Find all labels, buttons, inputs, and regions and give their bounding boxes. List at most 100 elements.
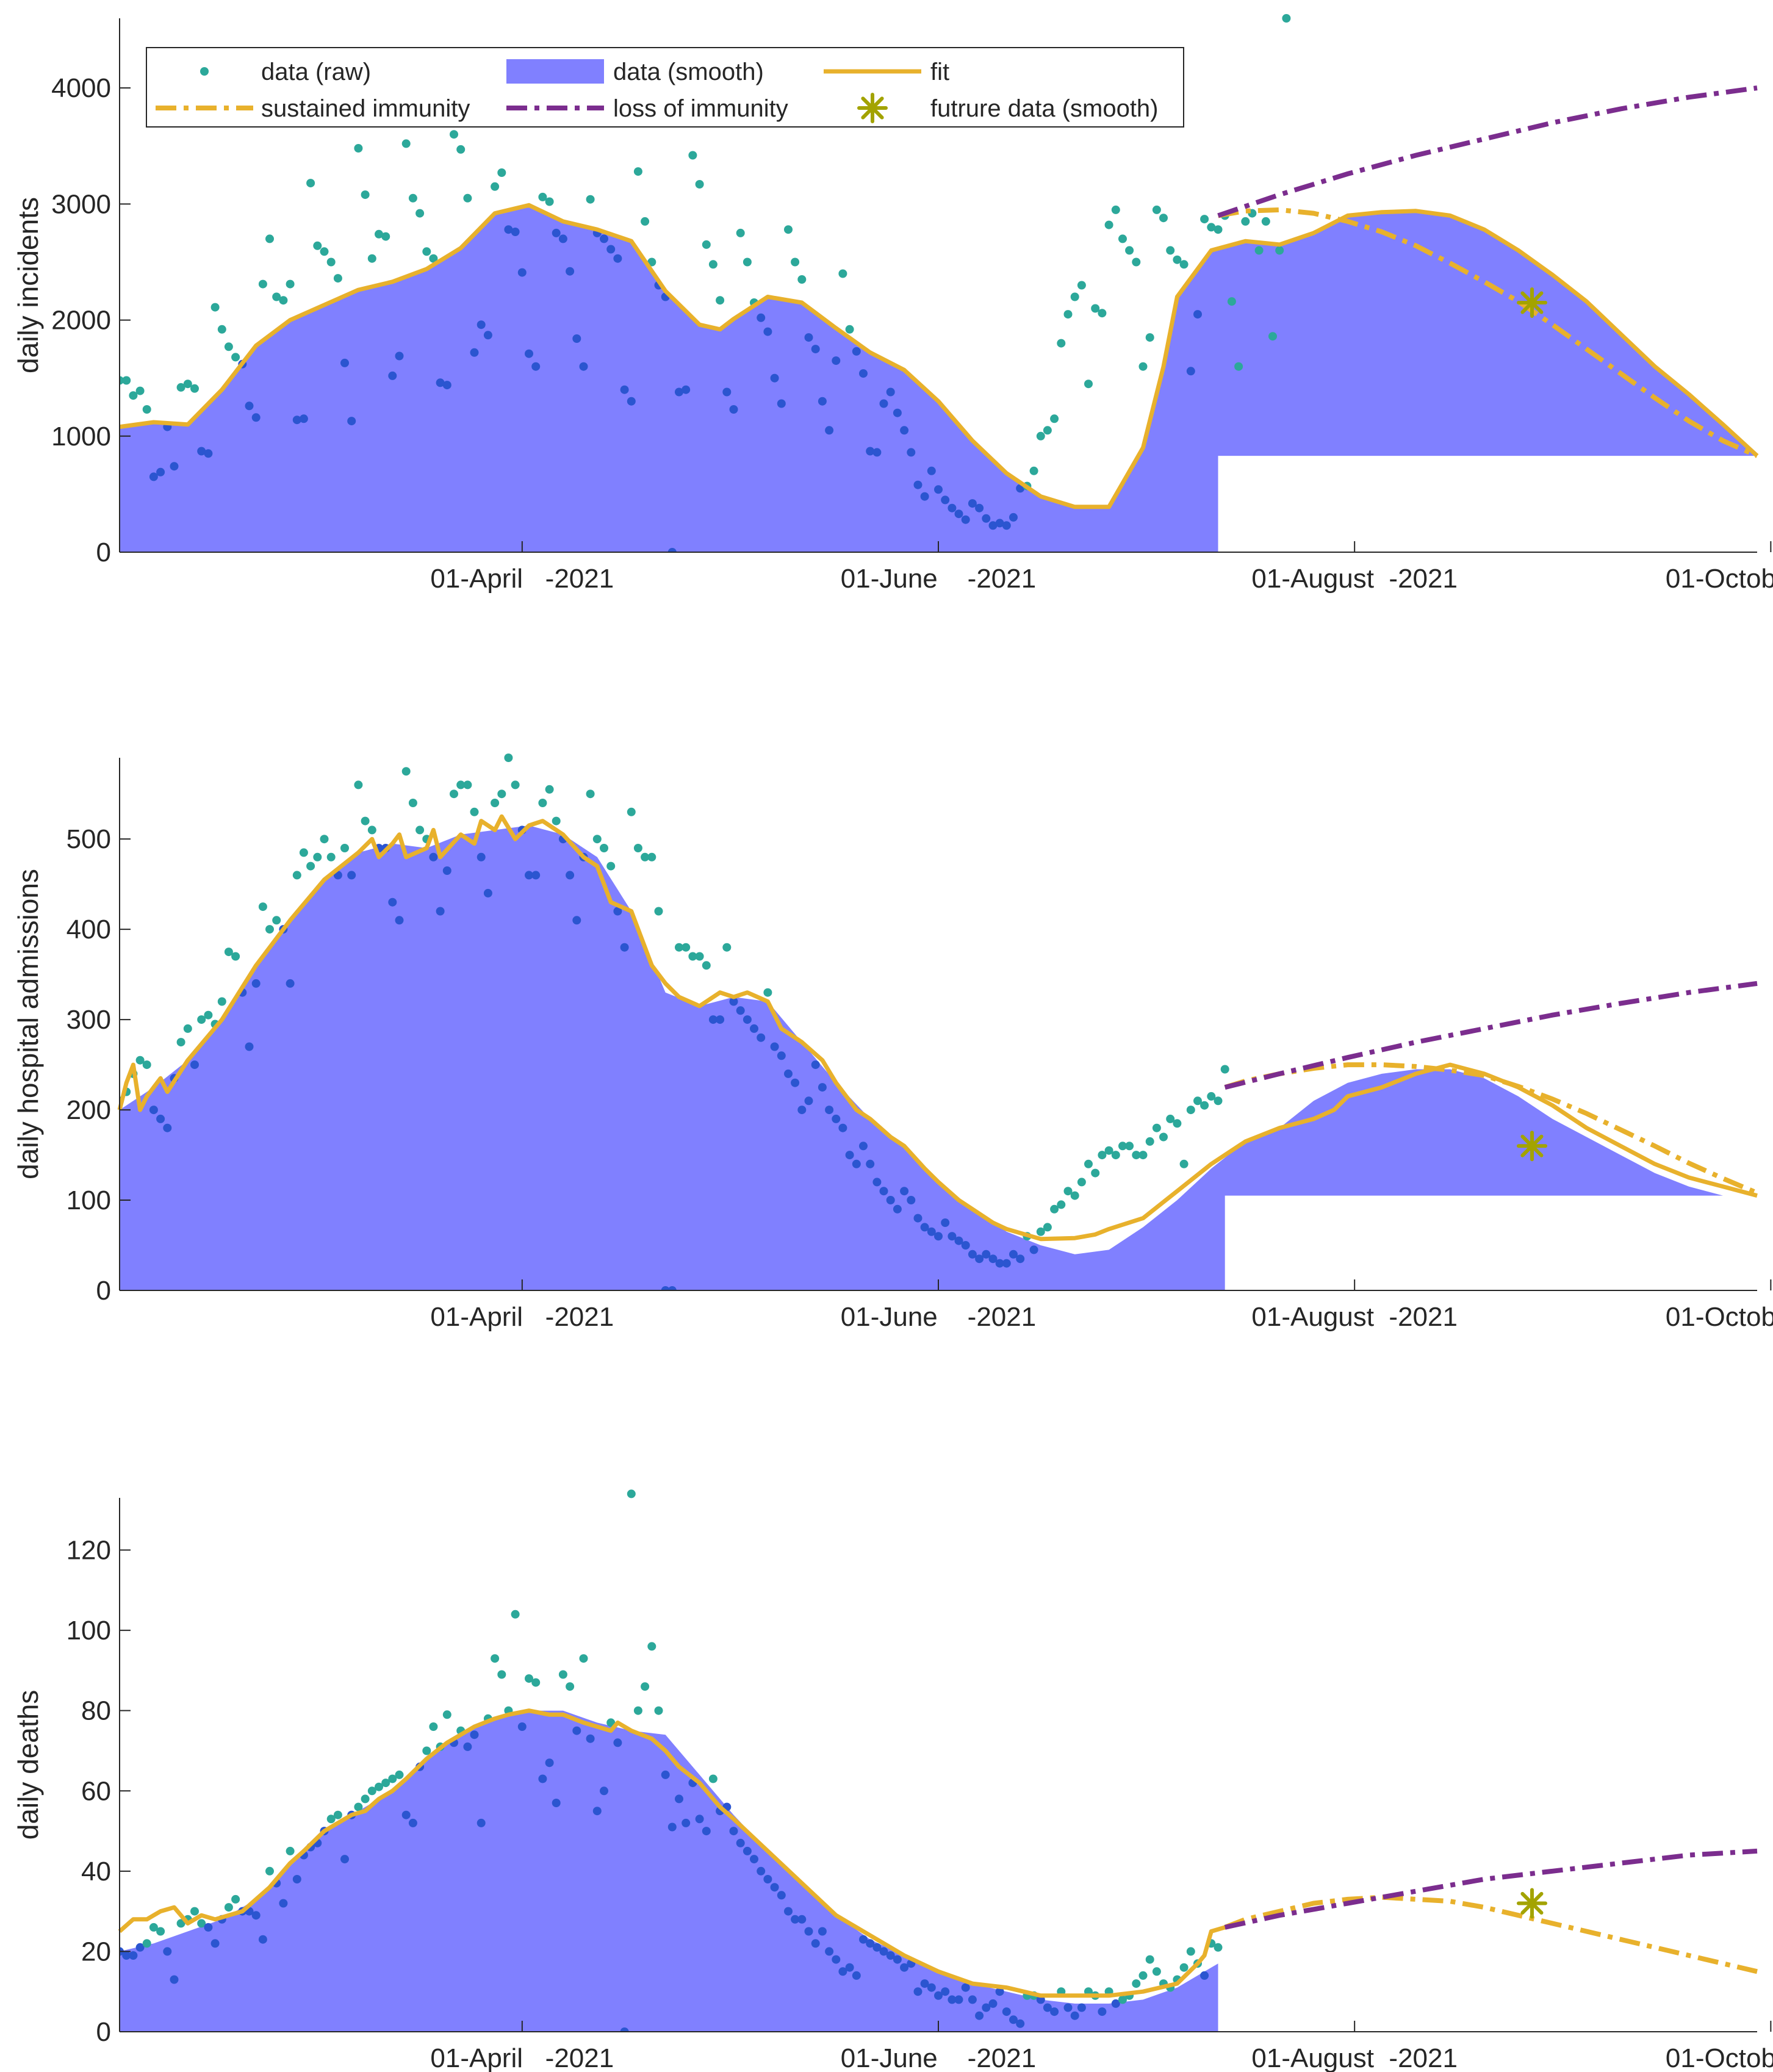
raw-point bbox=[1098, 2007, 1107, 2016]
raw-point bbox=[688, 952, 697, 961]
raw-point bbox=[913, 480, 922, 489]
raw-point bbox=[545, 197, 554, 206]
raw-point bbox=[135, 386, 145, 395]
raw-point bbox=[736, 1006, 745, 1015]
raw-point bbox=[1179, 1963, 1189, 1972]
raw-point bbox=[1282, 14, 1291, 23]
raw-point bbox=[1077, 1178, 1086, 1187]
raw-point bbox=[245, 1042, 254, 1051]
raw-point bbox=[872, 448, 882, 457]
raw-point bbox=[866, 447, 875, 456]
raw-point bbox=[401, 1810, 411, 1819]
x-tick-label: 01-August -2021 bbox=[1251, 564, 1458, 594]
raw-point bbox=[654, 907, 663, 916]
legend-smooth-swatch bbox=[506, 59, 604, 84]
raw-point bbox=[375, 229, 383, 239]
raw-point bbox=[920, 492, 929, 501]
raw-point bbox=[682, 1818, 691, 1827]
raw-point bbox=[163, 1123, 172, 1132]
raw-point bbox=[641, 852, 650, 862]
raw-point bbox=[470, 348, 479, 357]
y-tick-label: 100 bbox=[67, 1616, 111, 1646]
raw-point bbox=[326, 1815, 336, 1824]
raw-point bbox=[968, 1995, 977, 2004]
raw-point bbox=[511, 780, 520, 790]
raw-point bbox=[845, 325, 854, 334]
raw-point bbox=[531, 1678, 541, 1687]
raw-point bbox=[517, 1722, 527, 1731]
raw-point bbox=[572, 334, 581, 343]
raw-point bbox=[845, 1963, 854, 1972]
raw-point bbox=[606, 1718, 616, 1727]
raw-point bbox=[852, 347, 861, 356]
raw-point bbox=[804, 1927, 813, 1936]
raw-point bbox=[1179, 260, 1189, 269]
raw-point bbox=[511, 1610, 520, 1619]
raw-point bbox=[982, 514, 991, 523]
raw-point bbox=[1132, 1151, 1141, 1160]
raw-point bbox=[491, 1654, 500, 1663]
raw-point bbox=[408, 193, 417, 203]
raw-point bbox=[354, 144, 363, 153]
raw-point bbox=[832, 1955, 841, 1964]
raw-point bbox=[907, 1196, 916, 1204]
raw-point bbox=[415, 209, 425, 218]
raw-point bbox=[1104, 1146, 1113, 1155]
raw-point bbox=[347, 871, 356, 880]
raw-point bbox=[1036, 1227, 1045, 1236]
raw-point bbox=[572, 1726, 581, 1735]
raw-point bbox=[661, 1770, 670, 1779]
raw-point bbox=[183, 1024, 192, 1033]
raw-point bbox=[326, 257, 336, 267]
y-axis-title: daily deaths bbox=[12, 1690, 44, 1840]
raw-point bbox=[702, 240, 711, 249]
raw-point bbox=[470, 807, 479, 816]
raw-point bbox=[1152, 1123, 1161, 1132]
raw-point bbox=[217, 997, 226, 1006]
raw-point bbox=[832, 1114, 841, 1123]
y-tick-label: 500 bbox=[67, 824, 111, 854]
legend-sustained-label: sustained immunity bbox=[261, 95, 470, 122]
raw-point bbox=[517, 268, 527, 277]
raw-point bbox=[470, 1730, 479, 1739]
raw-point bbox=[907, 448, 916, 457]
raw-point bbox=[129, 391, 138, 400]
raw-point bbox=[272, 292, 281, 301]
y-tick-label: 2000 bbox=[51, 306, 111, 336]
raw-point bbox=[982, 2003, 991, 2012]
raw-point bbox=[265, 1866, 274, 1876]
raw-point bbox=[197, 1015, 206, 1024]
raw-point bbox=[511, 228, 520, 236]
raw-point bbox=[1200, 1101, 1209, 1110]
raw-point bbox=[757, 1033, 766, 1042]
y-tick-label: 20 bbox=[81, 1937, 111, 1966]
raw-point bbox=[647, 1642, 656, 1651]
panel-hospital: 0 100 200 300 400 500 01-April -2021 01-June -2… bbox=[12, 754, 1773, 1332]
raw-point bbox=[825, 1947, 834, 1956]
raw-point bbox=[633, 1706, 642, 1715]
raw-point bbox=[251, 979, 261, 988]
legend-future-label: futrure data (smooth) bbox=[930, 95, 1159, 122]
raw-point bbox=[401, 767, 411, 776]
raw-point bbox=[497, 1670, 506, 1679]
raw-point bbox=[525, 871, 533, 880]
raw-point bbox=[988, 1254, 998, 1264]
future-data-marker-hospital bbox=[1517, 1131, 1547, 1162]
raw-point bbox=[620, 943, 629, 952]
raw-point bbox=[968, 499, 977, 508]
raw-point bbox=[708, 260, 717, 269]
panel-incidents: 0 1000 2000 3000 4000 01-April -2021 01-June -… bbox=[12, 14, 1773, 594]
raw-point bbox=[1063, 2003, 1073, 2012]
raw-point bbox=[763, 988, 772, 997]
raw-point bbox=[395, 351, 404, 361]
raw-point bbox=[1111, 205, 1120, 214]
raw-point bbox=[627, 397, 636, 406]
raw-point bbox=[361, 190, 370, 200]
raw-point bbox=[633, 167, 642, 176]
raw-point bbox=[265, 925, 274, 934]
raw-point bbox=[886, 1196, 895, 1204]
raw-point bbox=[736, 228, 745, 237]
raw-point bbox=[975, 503, 984, 513]
raw-point bbox=[190, 384, 199, 393]
panel-deaths: 0 20 40 60 80 100 120 01-April -2021 01-June -20… bbox=[12, 1489, 1773, 2072]
